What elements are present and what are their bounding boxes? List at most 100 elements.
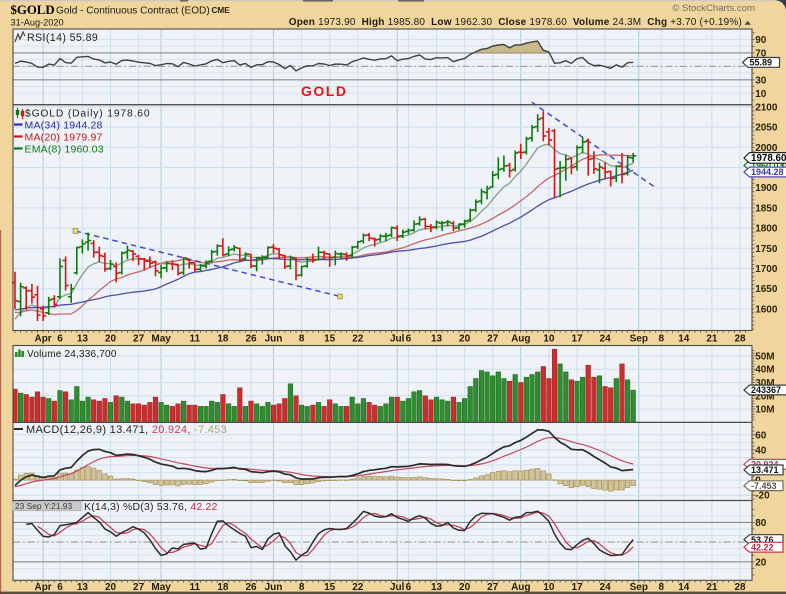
svg-text:26: 26: [245, 582, 257, 593]
svg-text:40M: 40M: [755, 365, 774, 376]
svg-text:27: 27: [487, 334, 499, 345]
svg-text:14: 14: [678, 334, 690, 345]
svg-text:1700: 1700: [755, 264, 778, 275]
svg-text:26: 26: [245, 334, 257, 345]
svg-text:20: 20: [105, 334, 117, 345]
svg-text:60: 60: [755, 430, 767, 441]
svg-text:MACD(12,26,9) 13.471, 20.924,: MACD(12,26,9) 13.471, 20.924, -7.453: [26, 424, 227, 436]
svg-text:243367: 243367: [751, 385, 781, 395]
svg-text:RSI(14) 55.89: RSI(14) 55.89: [27, 32, 98, 44]
svg-text:8: 8: [299, 582, 305, 593]
svg-text:Gold - Continuous Contract (EO: Gold - Continuous Contract (EOD): [56, 5, 210, 16]
svg-text:40: 40: [755, 445, 767, 456]
svg-text:24: 24: [600, 334, 612, 345]
svg-text:14: 14: [678, 582, 690, 593]
svg-text:13: 13: [77, 334, 89, 345]
svg-text:GOLD: GOLD: [301, 83, 347, 99]
svg-text:13: 13: [77, 582, 89, 593]
svg-text:10: 10: [755, 89, 767, 100]
svg-text:22: 22: [352, 334, 364, 345]
svg-text:15: 15: [324, 582, 336, 593]
svg-text:1750: 1750: [755, 244, 778, 255]
svg-text:20: 20: [459, 334, 471, 345]
svg-text:K(14,3) %D(3) 53.76, 42.22: K(14,3) %D(3) 53.76, 42.22: [84, 501, 218, 513]
svg-text:28: 28: [734, 334, 746, 345]
svg-text:8: 8: [659, 334, 665, 345]
svg-text:22: 22: [352, 582, 364, 593]
svg-text:42.22: 42.22: [751, 542, 774, 552]
svg-text:28: 28: [734, 582, 746, 593]
svg-text:Aug: Aug: [511, 334, 530, 345]
svg-text:27: 27: [487, 582, 499, 593]
svg-text:CME: CME: [212, 6, 231, 15]
svg-text:27: 27: [133, 582, 145, 593]
svg-text:© StockCharts.com: © StockCharts.com: [672, 3, 755, 14]
svg-text:6: 6: [406, 582, 412, 593]
svg-text:24: 24: [600, 582, 612, 593]
svg-text:10M: 10M: [755, 405, 774, 416]
svg-text:13: 13: [431, 582, 443, 593]
svg-text:1650: 1650: [755, 284, 778, 295]
svg-text:70: 70: [755, 48, 767, 59]
svg-text:MA(34) 1944.28: MA(34) 1944.28: [25, 119, 103, 131]
svg-text:50M: 50M: [755, 351, 774, 362]
svg-text:17: 17: [571, 334, 583, 345]
svg-text:1600: 1600: [755, 304, 778, 315]
svg-text:13.471: 13.471: [751, 465, 779, 475]
svg-text:Jul: Jul: [390, 582, 405, 593]
svg-text:Apr: Apr: [34, 582, 51, 593]
svg-text:31-Aug-2020: 31-Aug-2020: [11, 17, 64, 27]
svg-text:6: 6: [57, 334, 63, 345]
svg-text:18: 18: [217, 334, 229, 345]
svg-text:20: 20: [105, 582, 117, 593]
svg-text:8: 8: [299, 334, 305, 345]
svg-text:EMA(8) 1960.03: EMA(8) 1960.03: [25, 143, 104, 155]
svg-text:30: 30: [755, 75, 767, 86]
svg-text:53.76: 53.76: [751, 535, 774, 545]
svg-text:23 Sep Y:21.93: 23 Sep Y:21.93: [15, 501, 72, 511]
svg-text:MA(20) 1979.97: MA(20) 1979.97: [25, 131, 103, 143]
svg-text:2000: 2000: [755, 143, 778, 154]
svg-text:11: 11: [190, 582, 201, 593]
svg-text:6: 6: [57, 582, 63, 593]
svg-text:1850: 1850: [755, 203, 778, 214]
svg-text:21: 21: [706, 582, 718, 593]
svg-text:8: 8: [659, 582, 665, 593]
svg-text:Volume 24,336,700: Volume 24,336,700: [27, 349, 117, 360]
svg-text:$GOLD (Daily) 1978.60: $GOLD (Daily) 1978.60: [25, 109, 150, 120]
svg-text:-7.453: -7.453: [751, 481, 777, 491]
svg-text:6: 6: [406, 334, 412, 345]
svg-text:10: 10: [543, 334, 555, 345]
svg-text:Jun: Jun: [265, 582, 283, 593]
svg-text:15: 15: [324, 334, 336, 345]
svg-text:55.89: 55.89: [750, 58, 773, 68]
svg-text:17: 17: [571, 582, 583, 593]
svg-text:20M: 20M: [755, 391, 774, 402]
svg-text:Jun: Jun: [265, 334, 283, 345]
svg-text:11: 11: [190, 334, 201, 345]
svg-text:May: May: [151, 582, 171, 593]
svg-text:$GOLD: $GOLD: [11, 3, 55, 17]
svg-text:1944.28: 1944.28: [751, 167, 784, 177]
svg-text:80: 80: [755, 518, 767, 529]
svg-text:1960.03: 1960.03: [751, 161, 784, 171]
svg-text:30M: 30M: [755, 378, 774, 389]
svg-text:Open 1973.90 High 1985.80 Lo: Open 1973.90 High 1985.80 Low 1962.30 Cl…: [289, 17, 742, 28]
svg-text:Aug: Aug: [511, 582, 530, 593]
svg-text:21: 21: [706, 334, 718, 345]
svg-text:Sep: Sep: [630, 334, 648, 345]
svg-text:-20: -20: [755, 491, 770, 502]
svg-text:Sep: Sep: [630, 582, 648, 593]
svg-text:May: May: [151, 334, 171, 345]
svg-text:27: 27: [133, 334, 145, 345]
svg-text:13: 13: [431, 334, 443, 345]
svg-text:10: 10: [543, 582, 555, 593]
svg-text:1800: 1800: [755, 224, 778, 235]
svg-text:1978.60: 1978.60: [751, 153, 786, 164]
svg-text:90: 90: [755, 35, 767, 46]
svg-text:18: 18: [217, 582, 229, 593]
svg-text:20: 20: [755, 557, 767, 568]
svg-text:2100: 2100: [755, 102, 778, 113]
svg-text:2050: 2050: [755, 123, 778, 134]
svg-text:20: 20: [459, 582, 471, 593]
